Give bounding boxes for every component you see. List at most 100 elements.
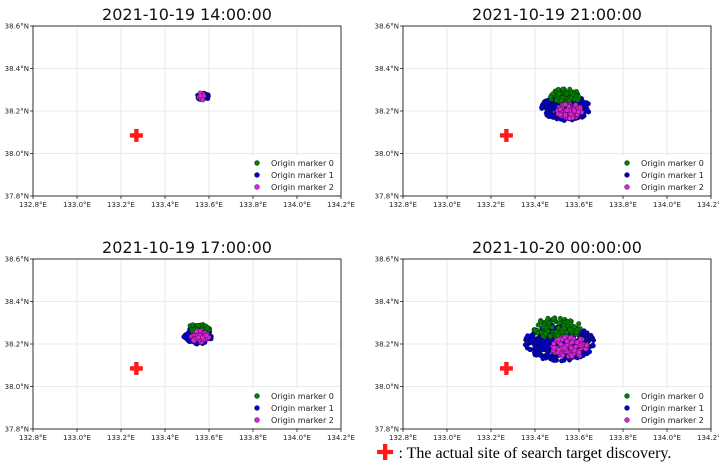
x-tick-label: 133.8°E — [609, 201, 637, 209]
legend-marker — [254, 405, 260, 411]
x-tick-label: 133.4°E — [521, 201, 549, 209]
x-tick-label: 133.4°E — [151, 201, 179, 209]
x-tick-label: 133.0°E — [63, 201, 91, 209]
x-tick-label: 132.8°E — [389, 434, 417, 442]
target-cross-marker — [129, 128, 143, 142]
y-tick-label: 38.2°N — [5, 341, 29, 349]
data-point — [204, 325, 210, 331]
data-point — [547, 333, 553, 339]
y-tick-label: 38.6°N — [5, 23, 29, 31]
legend-label: Origin marker 0 — [641, 159, 704, 168]
data-point — [556, 90, 562, 96]
y-tick-label: 38.4°N — [5, 298, 29, 306]
data-point — [576, 109, 581, 115]
data-point — [545, 315, 551, 321]
series-2-points — [188, 328, 212, 345]
data-point — [525, 333, 531, 339]
y-tick-label: 38.4°N — [375, 65, 399, 73]
data-point — [556, 320, 562, 326]
data-point — [569, 339, 575, 345]
y-tick-label: 38.6°N — [375, 23, 399, 31]
x-tick-label: 133.6°E — [565, 201, 593, 209]
x-tick-label: 133.8°E — [239, 201, 267, 209]
x-tick-label: 134.0°E — [283, 201, 311, 209]
target-cross-marker — [499, 128, 513, 142]
y-tick-label: 38.2°N — [5, 108, 29, 116]
x-tick-label: 133.6°E — [195, 201, 223, 209]
y-tick-label: 38.4°N — [375, 298, 399, 306]
data-point — [190, 322, 196, 328]
series-0-points — [548, 86, 582, 106]
legend-marker — [254, 160, 260, 166]
data-point — [562, 334, 568, 340]
x-tick-label: 134.0°E — [653, 434, 681, 442]
data-point — [569, 353, 575, 359]
data-point — [579, 331, 585, 337]
data-point — [195, 334, 201, 340]
data-point — [543, 331, 549, 337]
data-point — [555, 337, 561, 343]
data-point — [565, 319, 570, 325]
data-point — [568, 335, 574, 341]
data-point — [551, 345, 557, 351]
x-tick-label: 133.0°E — [433, 201, 461, 209]
x-tick-label: 133.2°E — [107, 201, 135, 209]
data-point — [576, 321, 582, 327]
data-point — [576, 350, 582, 355]
data-point — [535, 345, 541, 351]
legend: Origin marker 0 Origin marker 1 Origin mar… — [617, 389, 709, 427]
data-point — [556, 347, 562, 353]
data-point — [589, 336, 595, 342]
y-tick-label: 37.8°N — [375, 193, 399, 201]
legend-marker — [254, 393, 260, 399]
data-point — [557, 106, 563, 112]
legend-marker — [624, 417, 630, 423]
data-point — [562, 345, 568, 351]
data-point — [541, 324, 547, 330]
data-point — [567, 115, 573, 121]
y-tick-label: 37.8°N — [5, 426, 29, 434]
x-tick-label: 133.0°E — [63, 434, 91, 442]
y-tick-label: 38.6°N — [375, 256, 399, 264]
data-point — [550, 91, 556, 97]
legend-marker — [624, 405, 630, 411]
panel-title: 2021-10-19 17:00:00 — [102, 238, 272, 257]
x-tick-label: 133.4°E — [151, 434, 179, 442]
data-point — [590, 343, 596, 349]
legend: Origin marker 0 Origin marker 1 Origin mar… — [247, 156, 339, 194]
scatter-panel-4: 2021-10-20 00:00:00 132.8°E 133.0°E 133.2°E… — [375, 238, 719, 442]
legend-label: Origin marker 2 — [641, 416, 704, 425]
x-tick-label: 134.2°E — [697, 434, 719, 442]
data-point — [560, 86, 566, 92]
data-point — [543, 110, 549, 116]
legend: Origin marker 0 Origin marker 1 Origin mar… — [247, 389, 339, 427]
series-2-points — [555, 101, 585, 121]
y-tick-label: 37.8°N — [375, 426, 399, 434]
legend-marker — [254, 172, 260, 178]
data-point — [564, 107, 570, 113]
legend-label: Origin marker 0 — [271, 159, 334, 168]
data-point — [551, 316, 557, 322]
scatter-panel-2: 2021-10-19 21:00:00 132.8°E 133.0°E 133.2°E… — [375, 5, 719, 209]
data-point — [200, 97, 206, 103]
scatter-panel-3: 2021-10-19 17:00:00 132.8°E 133.0°E 133.2°E… — [5, 238, 355, 442]
y-tick-label: 38.0°N — [375, 150, 399, 158]
legend-marker — [254, 417, 260, 423]
data-point — [194, 328, 199, 334]
data-point — [577, 336, 583, 342]
legend-marker — [624, 393, 630, 399]
legend-label: Origin marker 2 — [641, 183, 704, 192]
data-point — [558, 341, 564, 347]
target-cross-marker — [499, 361, 513, 375]
legend-label: Origin marker 0 — [641, 392, 704, 401]
y-tick-label: 38.4°N — [5, 65, 29, 73]
data-point — [562, 102, 568, 107]
data-point — [537, 352, 543, 358]
x-tick-label: 133.4°E — [521, 434, 549, 442]
y-tick-label: 38.2°N — [375, 108, 399, 116]
panel-title: 2021-10-19 14:00:00 — [102, 5, 272, 24]
data-point — [572, 324, 578, 330]
panel-title: 2021-10-20 00:00:00 — [472, 238, 642, 257]
scatter-panel-1: 2021-10-19 14:00:00 132.8°E 133.0°E 133.2°E… — [5, 5, 355, 209]
legend-label: Origin marker 2 — [271, 416, 334, 425]
